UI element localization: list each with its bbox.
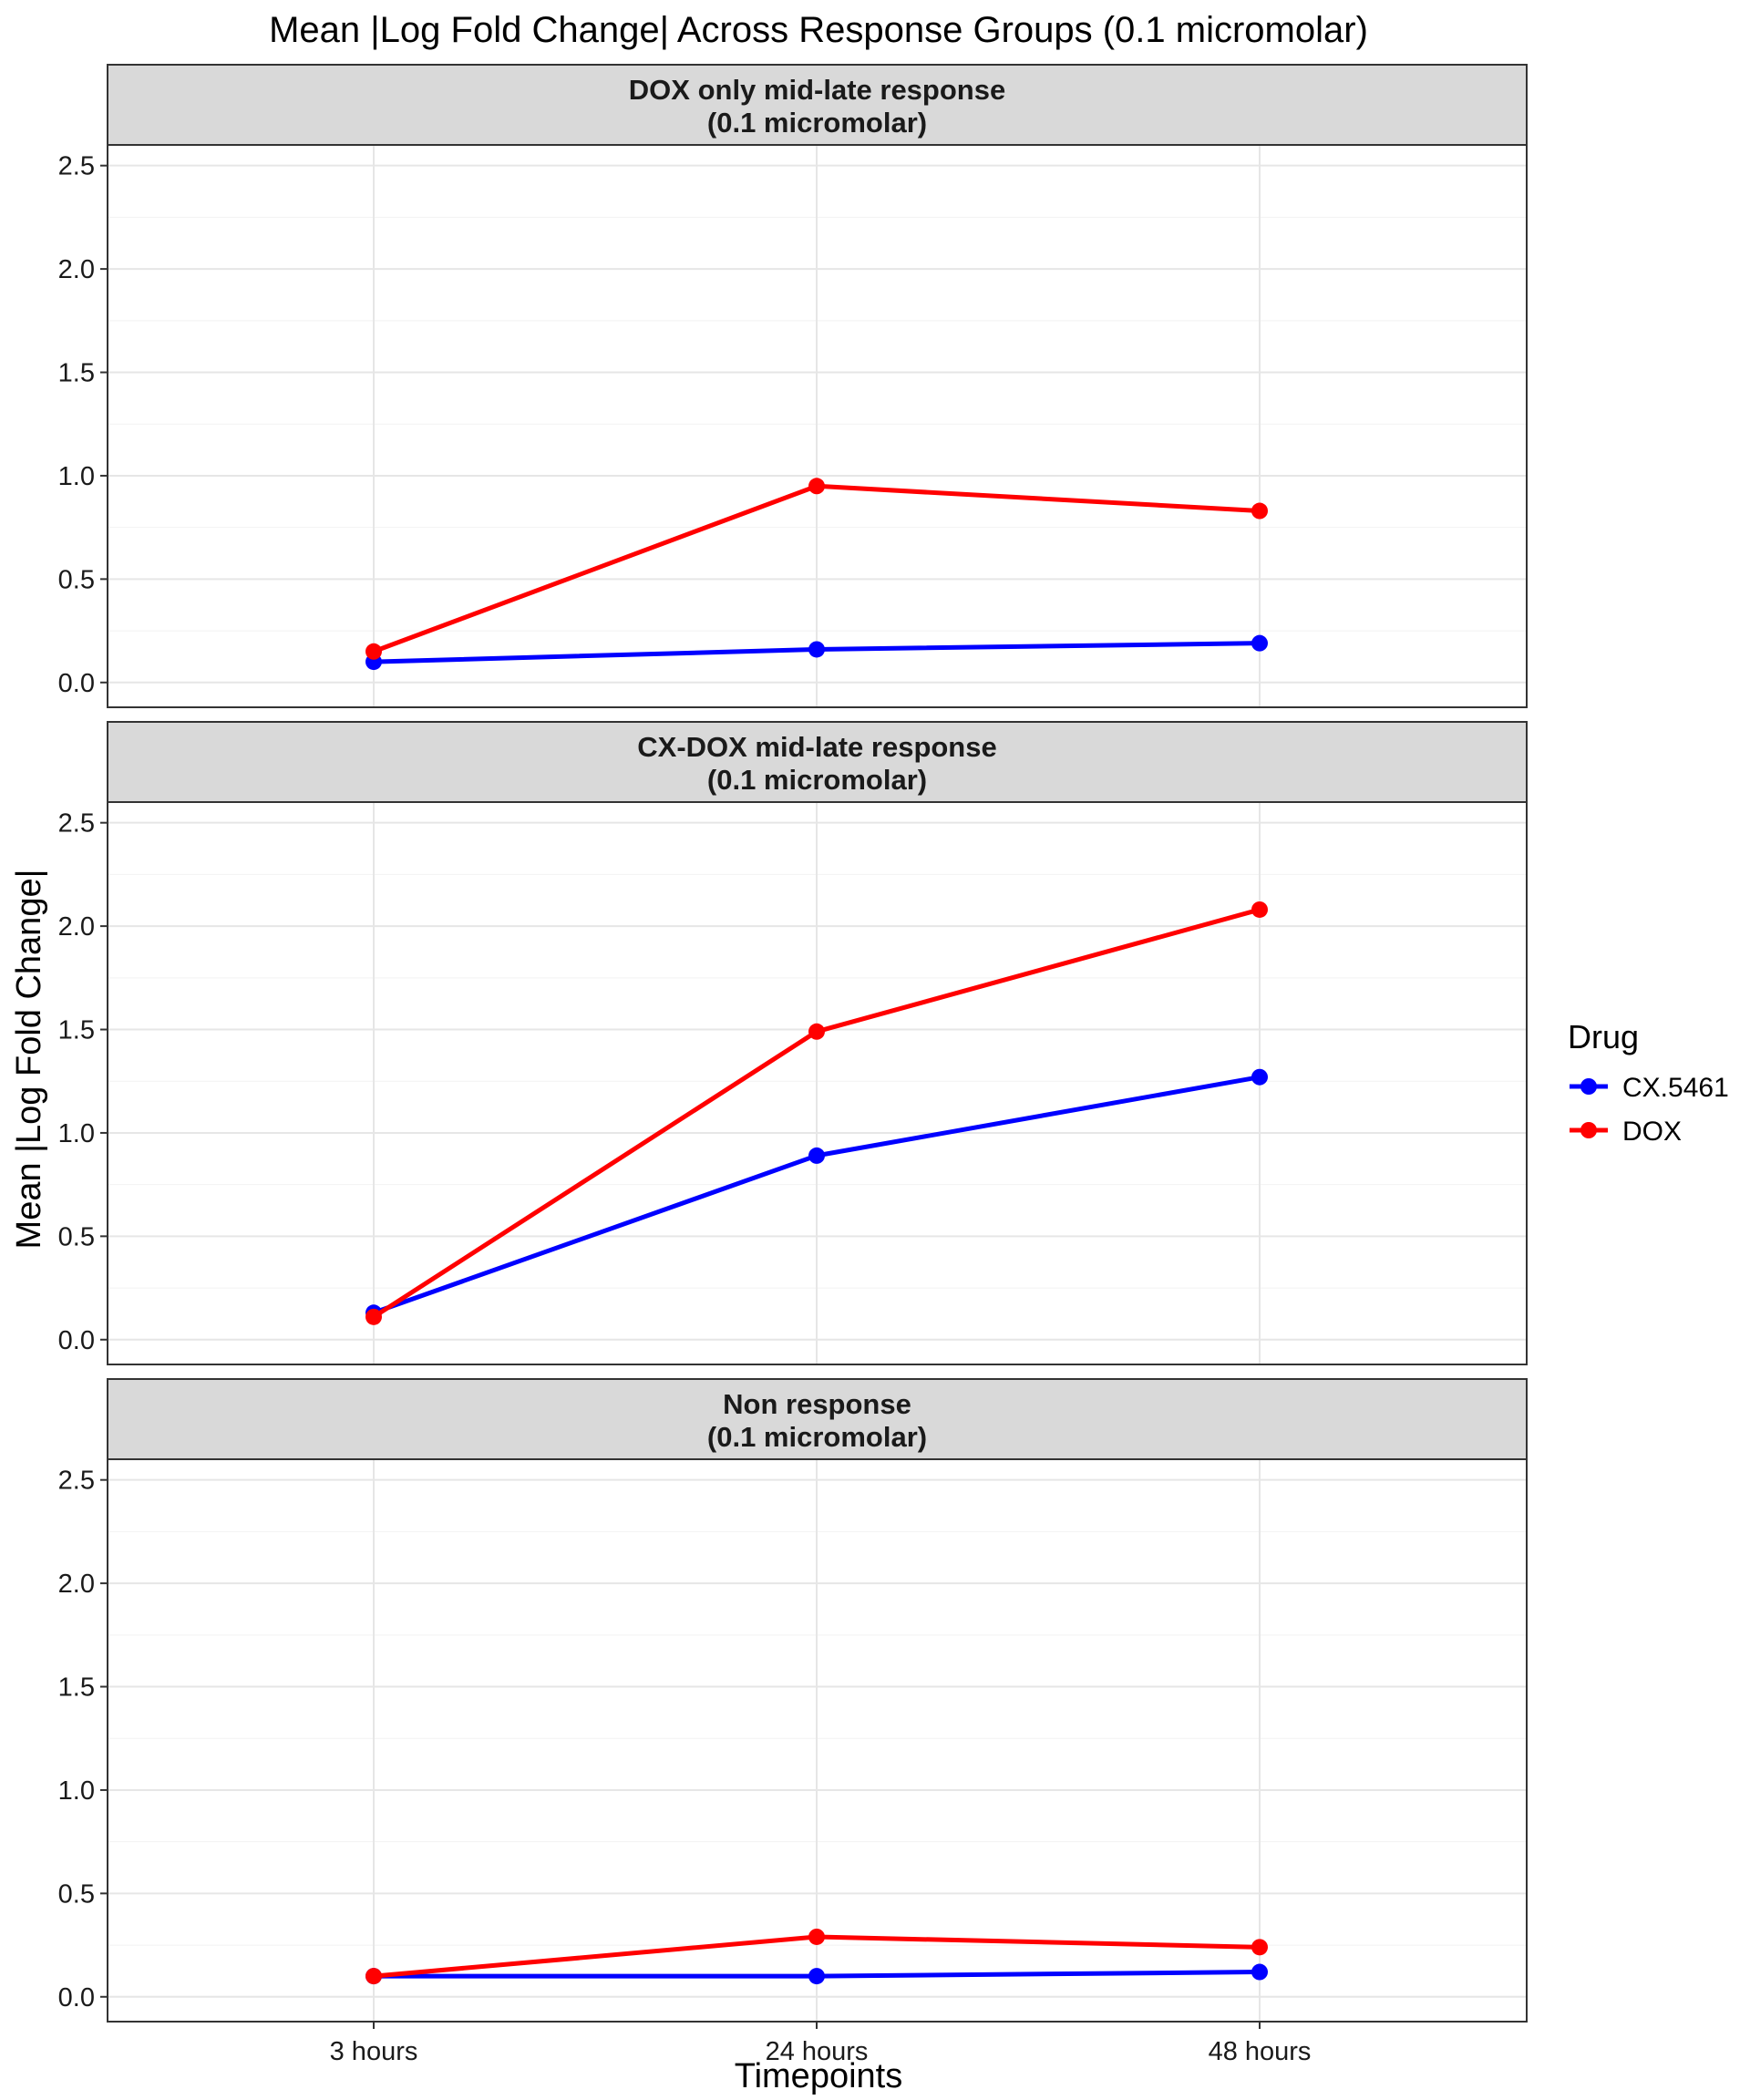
panel-strip [107, 1378, 1528, 1460]
y-tick-label: 2.5 [58, 152, 95, 181]
panel-subtitle: (0.1 micromolar) [707, 764, 927, 796]
y-axis-title: Mean |Log Fold Change| [10, 870, 48, 1250]
legend-item-dox: DOX [1570, 1117, 1682, 1147]
panel-title: CX-DOX mid-late response [637, 731, 996, 763]
x-axis-title: Timepoints [735, 2057, 902, 2095]
legend-key-point-dox [1580, 1122, 1597, 1138]
data-point-dox-3 [1251, 901, 1268, 918]
panel-title: Non response [723, 1388, 911, 1420]
data-point-dox-2 [808, 1928, 825, 1945]
data-point-cx-5461-2 [808, 1147, 825, 1164]
y-tick-label: 2.5 [58, 809, 95, 839]
y-tick-label: 0.5 [58, 1222, 95, 1251]
legend: Drug CX.5461 DOX [1568, 1018, 1729, 1147]
y-tick-label: 0.5 [58, 565, 95, 594]
legend-title: Drug [1568, 1018, 1639, 1055]
legend-label-cx5461: CX.5461 [1622, 1073, 1729, 1103]
chart-title: Mean |Log Fold Change| Across Response G… [269, 10, 1368, 50]
y-tick-label: 1.5 [58, 1673, 95, 1703]
data-point-cx-5461-3 [1251, 1068, 1268, 1086]
legend-item-cx5461: CX.5461 [1570, 1073, 1729, 1103]
facet-panels: DOX only mid-late response(0.1 micromola… [58, 64, 1528, 2066]
y-tick-label: 1.0 [58, 1776, 95, 1806]
data-point-dox-3 [1251, 502, 1268, 520]
data-point-dox-3 [1251, 1939, 1268, 1956]
panel-subtitle: (0.1 micromolar) [707, 107, 927, 139]
legend-label-dox: DOX [1622, 1117, 1682, 1147]
data-point-cx-5461-3 [1251, 1963, 1268, 1981]
x-tick-label: 24 hours [766, 2037, 869, 2066]
data-point-dox-1 [365, 643, 382, 660]
data-point-dox-2 [808, 1023, 825, 1040]
y-tick-label: 0.5 [58, 1879, 95, 1909]
data-point-dox-1 [365, 1968, 382, 1985]
panel-strip [107, 64, 1528, 146]
panel-title: DOX only mid-late response [629, 74, 1005, 106]
data-point-cx-5461-2 [808, 641, 825, 658]
y-tick-label: 1.0 [58, 462, 95, 491]
y-tick-label: 2.0 [58, 912, 95, 942]
facet-panel-2: CX-DOX mid-late response(0.1 micromolar)… [58, 721, 1528, 1365]
y-tick-label: 2.0 [58, 1570, 95, 1599]
panel-subtitle: (0.1 micromolar) [707, 1421, 927, 1453]
y-tick-label: 2.0 [58, 255, 95, 284]
panel-border [107, 144, 1528, 708]
data-point-dox-1 [365, 1308, 382, 1325]
facet-panel-1: DOX only mid-late response(0.1 micromola… [58, 64, 1528, 708]
y-tick-label: 2.5 [58, 1467, 95, 1496]
y-tick-label: 1.5 [58, 1016, 95, 1045]
data-point-cx-5461-3 [1251, 634, 1268, 652]
x-tick-label: 3 hours [330, 2037, 418, 2066]
x-tick-label: 48 hours [1209, 2037, 1312, 2066]
facet-panel-3: Non response(0.1 micromolar) 0.0 0.5 1.0 1.5… [58, 1378, 1528, 2066]
y-tick-label: 0.0 [58, 1983, 95, 2012]
y-tick-label: 1.0 [58, 1119, 95, 1148]
legend-key-point-cx5461 [1580, 1078, 1597, 1095]
y-tick-label: 1.5 [58, 359, 95, 388]
panel-border [107, 801, 1528, 1365]
y-tick-label: 0.0 [58, 1326, 95, 1355]
data-point-cx-5461-2 [808, 1968, 825, 1985]
y-tick-label: 0.0 [58, 669, 95, 698]
data-point-dox-2 [808, 478, 825, 495]
